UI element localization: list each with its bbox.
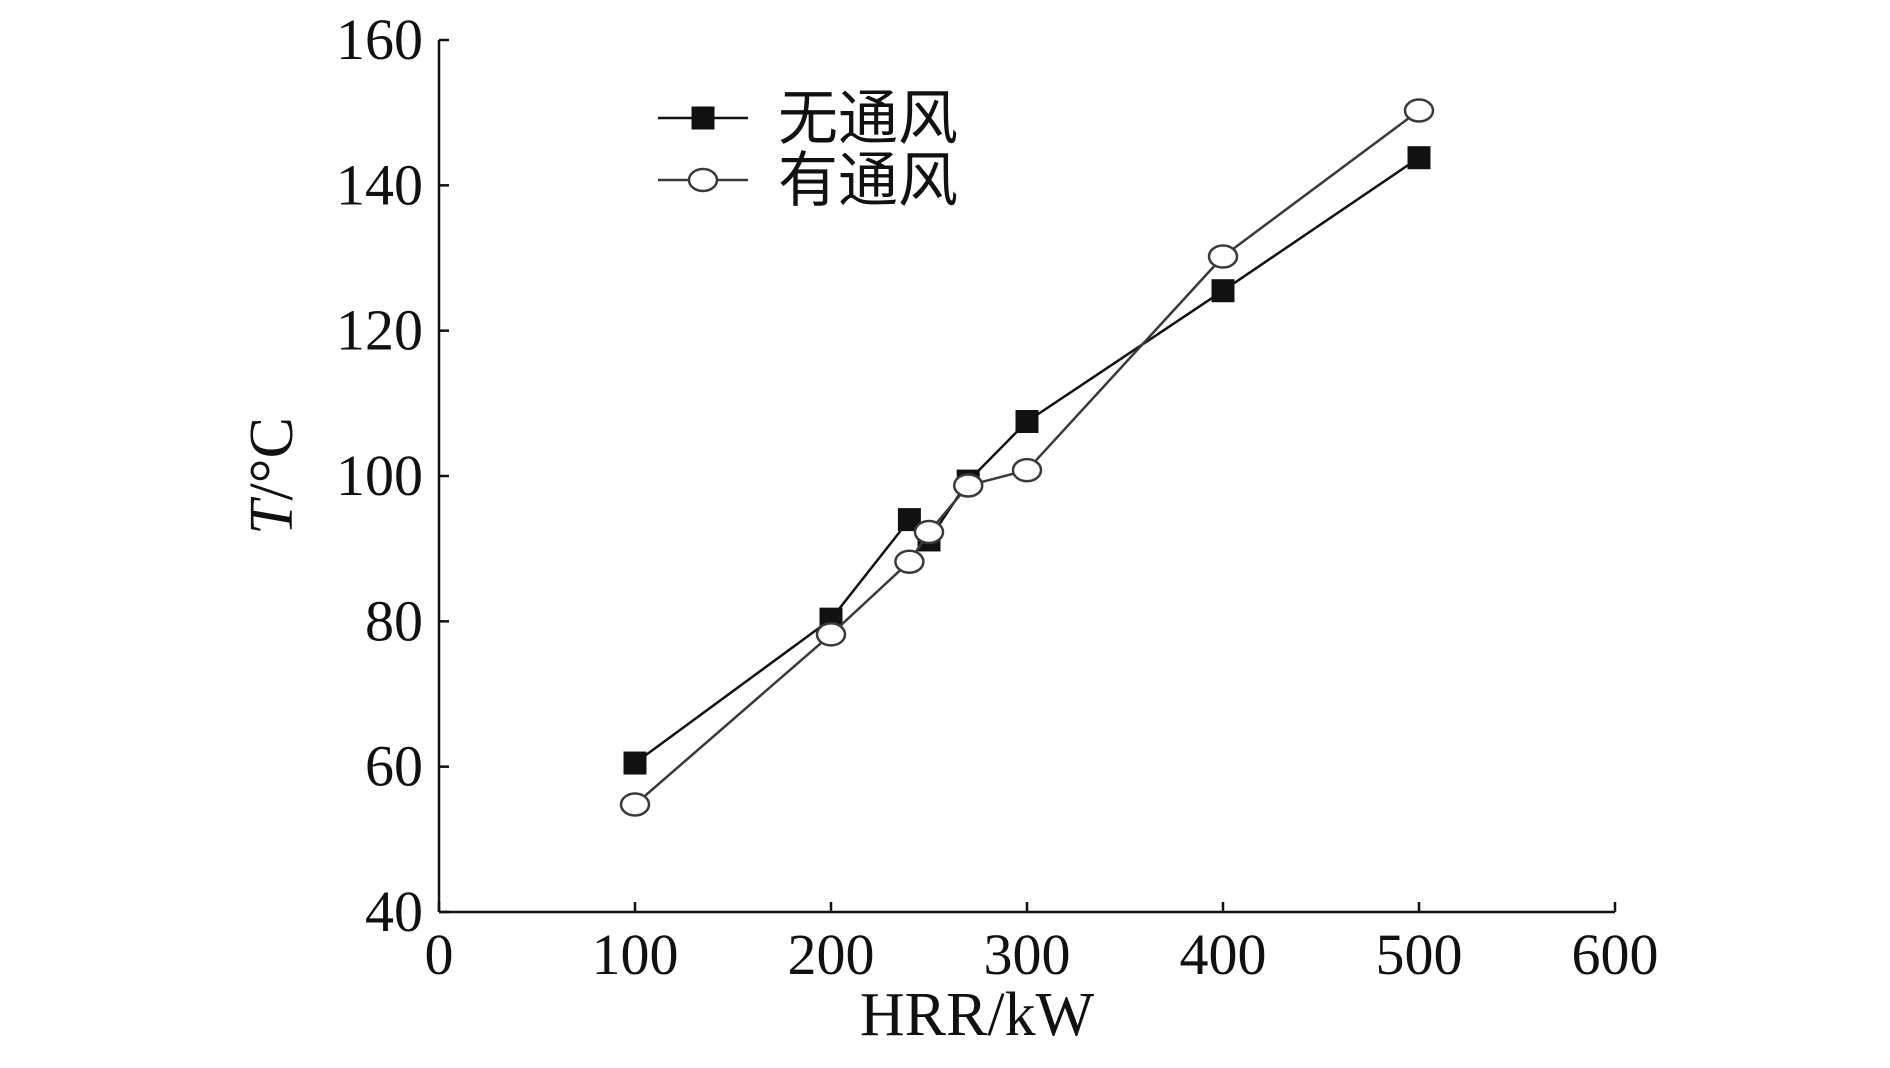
data-point — [894, 549, 925, 574]
data-point — [619, 792, 651, 817]
x-tick-label: 600 — [1572, 922, 1659, 987]
data-point — [897, 508, 921, 532]
x-tick-label: 0 — [425, 922, 454, 987]
y-tick-label: 120 — [336, 298, 423, 363]
x-tick-label: 300 — [984, 922, 1071, 987]
x-tick-label: 100 — [592, 922, 679, 987]
x-axis-title: HRR/kW — [860, 981, 1095, 1049]
x-tick-label: 500 — [1376, 922, 1463, 987]
data-point — [913, 519, 945, 545]
data-point — [1403, 98, 1435, 123]
data-point — [1207, 244, 1239, 269]
legend-item-1: 无通风 — [658, 86, 958, 152]
data-point — [1211, 279, 1235, 303]
x-tick-label: 200 — [788, 922, 875, 987]
data-point — [1011, 457, 1043, 483]
y-tick-label: 100 — [336, 443, 423, 508]
data-point — [623, 751, 647, 775]
data-point — [815, 622, 847, 647]
legend-marker — [691, 106, 715, 130]
data-point — [952, 473, 984, 498]
y-tick-label: 80 — [365, 588, 423, 653]
legend-label: 无通风 — [778, 86, 958, 152]
legend-marker — [687, 167, 719, 193]
data-point — [1015, 410, 1039, 433]
y-axis-title-italic: T — [238, 496, 306, 535]
legend-item-2: 有通风 — [658, 148, 958, 214]
data-point — [1407, 146, 1431, 170]
y-tick-label: 40 — [365, 879, 423, 944]
y-tick-label: 160 — [336, 7, 423, 72]
y-tick-label: 140 — [336, 152, 423, 217]
y-axis-title-rest: /°C — [238, 417, 306, 500]
series-line — [634, 109, 1420, 806]
y-tick-label: 60 — [365, 734, 423, 799]
series-2 — [619, 98, 1435, 817]
axes: 0 100 200 300 400 500 600 40 60 80 100 120 140 160 HRR… — [238, 7, 1659, 1049]
series-layer — [619, 98, 1435, 817]
x-tick-label: 400 — [1180, 922, 1267, 987]
legend-label: 有通风 — [778, 148, 958, 214]
y-axis-title: T/°C — [238, 417, 306, 535]
